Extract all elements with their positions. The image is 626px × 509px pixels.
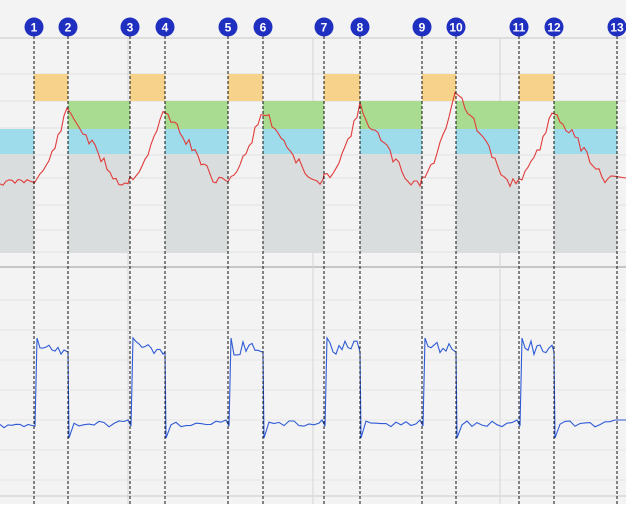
gray-band-5: [456, 154, 519, 253]
marker-label-8: 8: [357, 21, 364, 35]
green-band-2: [165, 101, 228, 129]
gray-band-6: [554, 154, 617, 253]
gray-band-0: [0, 154, 34, 253]
marker-label-7: 7: [321, 21, 328, 35]
marker-label-1: 1: [31, 21, 38, 35]
orange-band-6: [519, 74, 554, 101]
orange-band-1: [34, 74, 68, 101]
gray-band-1: [68, 154, 130, 253]
blue-band-4: [360, 129, 422, 154]
blue-band-1: [68, 129, 130, 154]
gray-band-4: [360, 154, 422, 253]
marker-label-6: 6: [260, 21, 267, 35]
marker-label-13: 13: [610, 21, 624, 35]
marker-label-10: 10: [449, 21, 463, 35]
blue-band-5: [456, 129, 519, 154]
marker-label-2: 2: [65, 21, 72, 35]
orange-band-2: [130, 74, 165, 101]
blue-band-0: [0, 129, 34, 154]
marker-label-12: 12: [547, 21, 561, 35]
marker-label-11: 11: [513, 21, 526, 35]
gray-band-2: [165, 154, 228, 253]
blue-band-3: [263, 129, 324, 154]
green-band-3: [263, 101, 324, 129]
blue-band-2: [165, 129, 228, 154]
green-band-5: [456, 101, 519, 129]
orange-band-4: [324, 74, 360, 101]
green-band-4: [360, 101, 422, 129]
orange-band-3: [228, 74, 263, 101]
orange-band-5: [422, 74, 456, 101]
marker-label-4: 4: [162, 21, 169, 35]
gray-band-3: [263, 154, 324, 253]
marker-label-9: 9: [419, 21, 426, 35]
marker-label-5: 5: [225, 21, 232, 35]
marker-label-3: 3: [127, 21, 134, 35]
